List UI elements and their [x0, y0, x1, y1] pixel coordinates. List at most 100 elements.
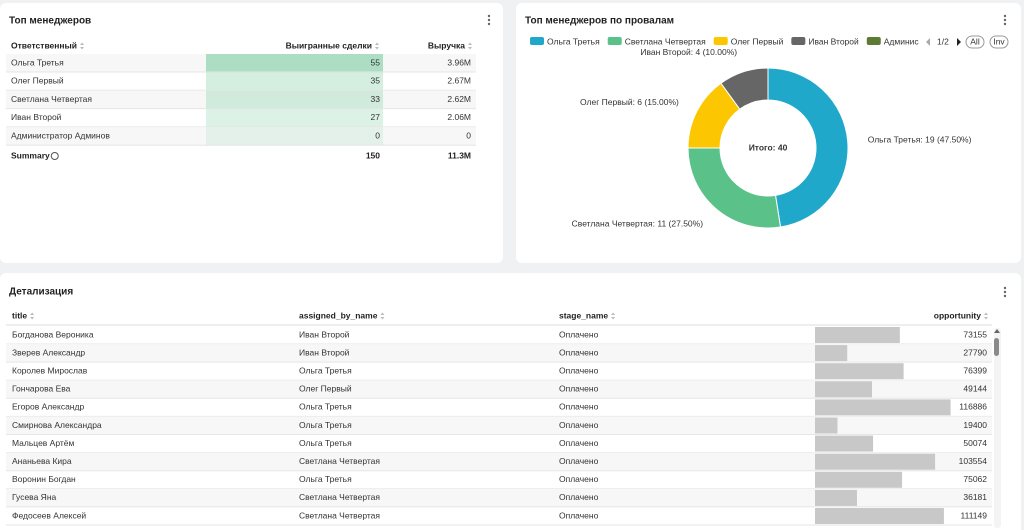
summary-value: 150 — [366, 150, 380, 160]
cell: 0 — [375, 130, 380, 140]
cell-bar — [815, 345, 847, 361]
legend-swatch[interactable] — [867, 37, 881, 45]
cell: Оплачено — [559, 510, 599, 520]
center-label: Итого: 40 — [749, 142, 788, 152]
legend-button-label[interactable]: Inv — [993, 36, 1005, 46]
cell: Олег Первый — [299, 384, 352, 394]
cell-bar — [815, 327, 900, 343]
cell: Королев Мирослав — [12, 365, 88, 375]
scrollbar-track[interactable] — [994, 328, 1001, 528]
cell: 2.06M — [447, 112, 471, 122]
slice-label: Светлана Четвертая: 11 (27.50%) — [572, 218, 704, 228]
cell: Гусева Яна — [12, 492, 57, 502]
cell: 3.96M — [447, 57, 471, 67]
cell: Егоров Александр — [12, 402, 84, 412]
cell-bar — [815, 418, 838, 434]
cell: 2.62M — [447, 94, 471, 104]
cell-bar — [206, 72, 383, 90]
slice-label: Ольга Третья: 19 (47.50%) — [868, 134, 972, 144]
slice-label: Иван Второй: 4 (10.00%) — [640, 47, 737, 57]
cell-bar — [815, 436, 873, 452]
column-header[interactable]: assigned_by_name — [299, 310, 378, 320]
cell: Оплачено — [559, 456, 599, 466]
cell: 27790 — [963, 347, 987, 357]
cell: 76399 — [963, 365, 987, 375]
column-header[interactable]: Выигранные сделки — [286, 40, 372, 50]
card-title: Детализация — [9, 287, 73, 298]
cell: Оплачено — [559, 384, 599, 394]
legend-label[interactable]: Иван Второй — [808, 36, 859, 46]
cell: Ольга Третья — [299, 420, 352, 430]
cell: 55 — [371, 57, 381, 67]
cell: 116886 — [959, 402, 987, 412]
cell: Оплачено — [559, 329, 599, 339]
cell: 35 — [371, 76, 381, 86]
scrollbar-thumb[interactable] — [994, 338, 999, 356]
cell-bar — [206, 109, 383, 127]
cell: Оплачено — [559, 474, 599, 484]
cell: Светлана Четвертая — [299, 510, 380, 520]
cell: Ольга Третья — [299, 438, 352, 448]
legend-swatch[interactable] — [791, 37, 805, 45]
column-header[interactable]: Ответственный — [11, 40, 77, 50]
row-stripe — [6, 417, 992, 435]
cell-bar — [815, 472, 902, 488]
cell: 103554 — [959, 456, 988, 466]
cell: Оплачено — [559, 420, 599, 430]
cell: 36181 — [963, 492, 987, 502]
cell-bar — [815, 490, 857, 506]
cell: Смирнова Александра — [12, 420, 102, 430]
cell-bar — [206, 127, 383, 145]
cell-bar — [815, 508, 944, 524]
cell: 0 — [466, 130, 471, 140]
cell: 19400 — [963, 420, 987, 430]
cell: Иван Второй — [11, 112, 62, 122]
cell-bar — [815, 399, 951, 415]
legend-swatch[interactable] — [714, 37, 728, 45]
card-title: Топ менеджеров — [9, 16, 91, 27]
cell: Иван Второй — [299, 329, 350, 339]
cell: Ольга Третья — [299, 402, 352, 412]
cell: Оплачено — [559, 438, 599, 448]
cell: Ольга Третья — [299, 474, 352, 484]
cell: Олег Первый — [11, 76, 64, 86]
legend-button-label[interactable]: All — [970, 36, 980, 46]
cell: 33 — [371, 94, 381, 104]
cell: 73155 — [963, 329, 987, 339]
cell: 27 — [371, 112, 381, 122]
legend-swatch[interactable] — [530, 37, 544, 45]
cell: Иван Второй — [299, 347, 350, 357]
column-header[interactable]: title — [12, 310, 27, 320]
column-header[interactable]: Выручка — [428, 40, 465, 50]
legend-page: 1/2 — [937, 36, 949, 46]
cell: Богданова Вероника — [12, 329, 94, 339]
cell: Федосеев Алексей — [12, 510, 86, 520]
cell: Гончарова Ева — [12, 384, 71, 394]
cell-bar — [206, 91, 383, 109]
card-title: Топ менеджеров по провалам — [525, 16, 674, 27]
column-header[interactable]: opportunity — [934, 310, 981, 320]
cell: Зверев Александр — [12, 347, 85, 357]
cell-bar — [815, 363, 904, 379]
cell: Администратор Админов — [11, 130, 110, 140]
cell: 49144 — [963, 384, 987, 394]
column-header[interactable]: stage_name — [559, 310, 608, 320]
cell-bar — [815, 454, 935, 470]
cell: Воронин Богдан — [12, 474, 76, 484]
cell: Ольга Третья — [11, 57, 64, 67]
legend-swatch[interactable] — [608, 37, 622, 45]
legend-label[interactable]: Светлана Четвертая — [625, 36, 706, 46]
cell: 2.67M — [447, 76, 471, 86]
cell: Ананьева Кира — [12, 456, 72, 466]
cell: 111149 — [961, 510, 988, 520]
cell: 75062 — [963, 474, 987, 484]
cell: Светлана Четвертая — [299, 456, 380, 466]
cell: Оплачено — [559, 365, 599, 375]
legend-label[interactable]: Олег Первый — [731, 36, 784, 46]
cell: 50074 — [963, 438, 987, 448]
legend-label[interactable]: Ольга Третья — [547, 36, 600, 46]
cell: Ольга Третья — [299, 365, 352, 375]
legend-label[interactable]: Админис — [884, 36, 920, 46]
cell: Оплачено — [559, 347, 599, 357]
